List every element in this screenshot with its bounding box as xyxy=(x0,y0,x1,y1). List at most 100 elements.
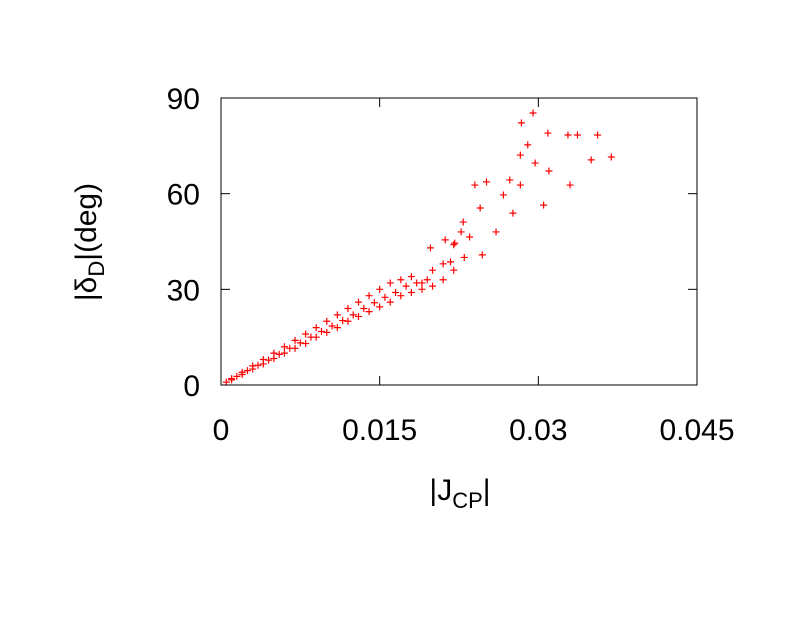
point xyxy=(280,343,288,351)
point xyxy=(451,239,459,247)
point xyxy=(544,129,552,137)
point xyxy=(349,311,357,319)
point xyxy=(323,317,331,325)
point xyxy=(531,159,539,167)
point xyxy=(460,253,468,261)
point xyxy=(228,375,236,383)
point xyxy=(516,181,524,189)
point xyxy=(471,181,479,189)
point xyxy=(509,209,517,217)
point xyxy=(450,241,458,249)
point xyxy=(312,333,320,341)
point xyxy=(370,299,378,307)
point xyxy=(545,167,553,175)
point xyxy=(312,324,320,332)
point xyxy=(423,276,431,284)
point xyxy=(517,119,525,127)
point xyxy=(402,282,410,290)
point xyxy=(254,361,262,369)
point xyxy=(450,266,458,274)
y-label-main: |δ xyxy=(70,277,103,302)
point xyxy=(355,298,363,306)
points xyxy=(222,109,615,386)
point xyxy=(418,285,426,293)
point xyxy=(238,368,246,376)
point xyxy=(386,279,394,287)
point xyxy=(439,276,447,284)
point xyxy=(344,304,352,312)
point xyxy=(333,324,341,332)
point xyxy=(478,251,486,259)
point xyxy=(466,233,474,241)
x-tick-label: 0.03 xyxy=(509,414,567,447)
point xyxy=(587,156,595,164)
point xyxy=(339,317,347,325)
point xyxy=(429,266,437,274)
point xyxy=(392,289,400,297)
point xyxy=(407,289,415,297)
point xyxy=(441,236,449,244)
point xyxy=(291,344,299,352)
point xyxy=(249,362,257,370)
x-tick-label: 0.045 xyxy=(659,414,734,447)
point xyxy=(516,151,524,159)
y-label-sub: D xyxy=(84,261,109,277)
x-label-main: |J xyxy=(429,474,452,507)
point xyxy=(447,258,455,266)
point xyxy=(476,204,484,212)
x-tick-label: 0.015 xyxy=(342,414,417,447)
plot-frame xyxy=(220,97,698,386)
point xyxy=(280,349,288,357)
point xyxy=(360,304,368,312)
x-tick-label: 0 xyxy=(213,414,230,447)
point xyxy=(418,279,426,287)
point xyxy=(459,218,467,226)
point xyxy=(607,153,615,161)
point xyxy=(381,293,389,301)
point xyxy=(492,228,500,236)
point xyxy=(296,339,304,347)
point xyxy=(275,350,283,358)
x-label-end: | xyxy=(483,474,491,507)
point xyxy=(302,330,310,338)
point xyxy=(540,201,548,209)
x-label-sub: CP xyxy=(452,488,483,513)
point xyxy=(233,372,241,380)
point xyxy=(386,298,394,306)
point xyxy=(439,260,447,268)
point xyxy=(506,176,514,184)
y-tick-label: 90 xyxy=(167,83,200,116)
point xyxy=(407,273,415,281)
point xyxy=(365,292,373,300)
point xyxy=(376,303,384,311)
y-tick-label: 60 xyxy=(167,179,200,212)
point xyxy=(397,292,405,300)
point xyxy=(302,340,310,348)
point xyxy=(328,322,336,330)
point xyxy=(457,228,465,236)
point xyxy=(499,191,507,199)
point xyxy=(376,285,384,293)
x-axis-label: |JCP| xyxy=(429,474,490,513)
point xyxy=(566,181,574,189)
point xyxy=(270,349,278,357)
point xyxy=(529,109,537,117)
point xyxy=(259,355,267,363)
y-tick-label: 30 xyxy=(167,274,200,307)
point xyxy=(426,244,434,252)
point xyxy=(429,282,437,290)
y-axis-label: |δD|(deg) xyxy=(70,183,109,301)
point xyxy=(365,308,373,316)
point xyxy=(265,356,273,364)
point xyxy=(355,312,363,320)
point xyxy=(222,378,230,386)
y-tick-label: 0 xyxy=(183,370,200,403)
point xyxy=(344,317,352,325)
point xyxy=(291,336,299,344)
point xyxy=(243,367,251,375)
point xyxy=(317,327,325,335)
point xyxy=(573,131,581,139)
